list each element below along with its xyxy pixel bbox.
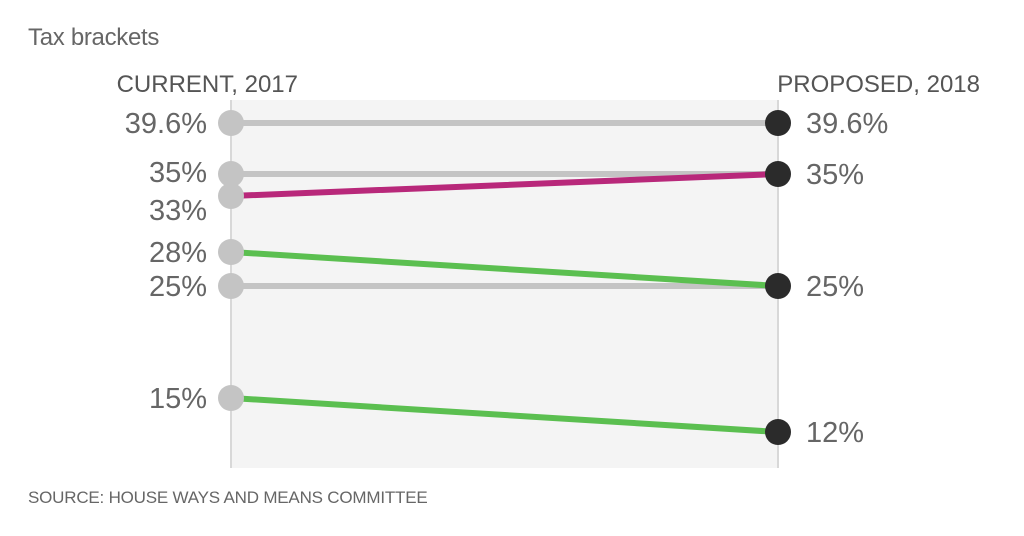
- left-column-header: CURRENT, 2017: [117, 71, 298, 98]
- slope-dots: [218, 110, 791, 445]
- proposed-label-25: 25%: [806, 271, 864, 303]
- source-note: SOURCE: HOUSE WAYS AND MEANS COMMITTEE: [28, 488, 428, 507]
- slope-line-28-to-25: [228, 249, 781, 289]
- slope-line-15-to-12: [228, 395, 781, 435]
- proposed-label-35: 35%: [806, 159, 864, 191]
- current-point-28: [218, 239, 244, 265]
- current-point-33: [218, 183, 244, 209]
- current-point-39-6: [218, 110, 244, 136]
- proposed-point-25: [765, 273, 791, 299]
- slope-lines: [228, 120, 781, 435]
- chart-title: Tax brackets: [28, 24, 160, 51]
- right-column-header: PROPOSED, 2018: [777, 71, 980, 98]
- current-label-15: 15%: [149, 383, 207, 415]
- current-label-28: 28%: [149, 237, 207, 269]
- current-point-25: [218, 273, 244, 299]
- proposed-label-39-6: 39.6%: [806, 108, 888, 140]
- current-label-39-6: 39.6%: [125, 108, 207, 140]
- proposed-label-12: 12%: [806, 417, 864, 449]
- proposed-point-12: [765, 419, 791, 445]
- current-point-35: [218, 161, 244, 187]
- current-label-35: 35%: [149, 157, 207, 189]
- current-point-15: [218, 385, 244, 411]
- value-labels: 39.6%35%33%28%25%15%39.6%35%25%12%: [125, 108, 888, 449]
- current-label-25: 25%: [149, 271, 207, 303]
- current-label-33: 33%: [149, 195, 207, 227]
- proposed-point-39-6: [765, 110, 791, 136]
- slope-line-33-to-35: [228, 171, 781, 199]
- proposed-point-35: [765, 161, 791, 187]
